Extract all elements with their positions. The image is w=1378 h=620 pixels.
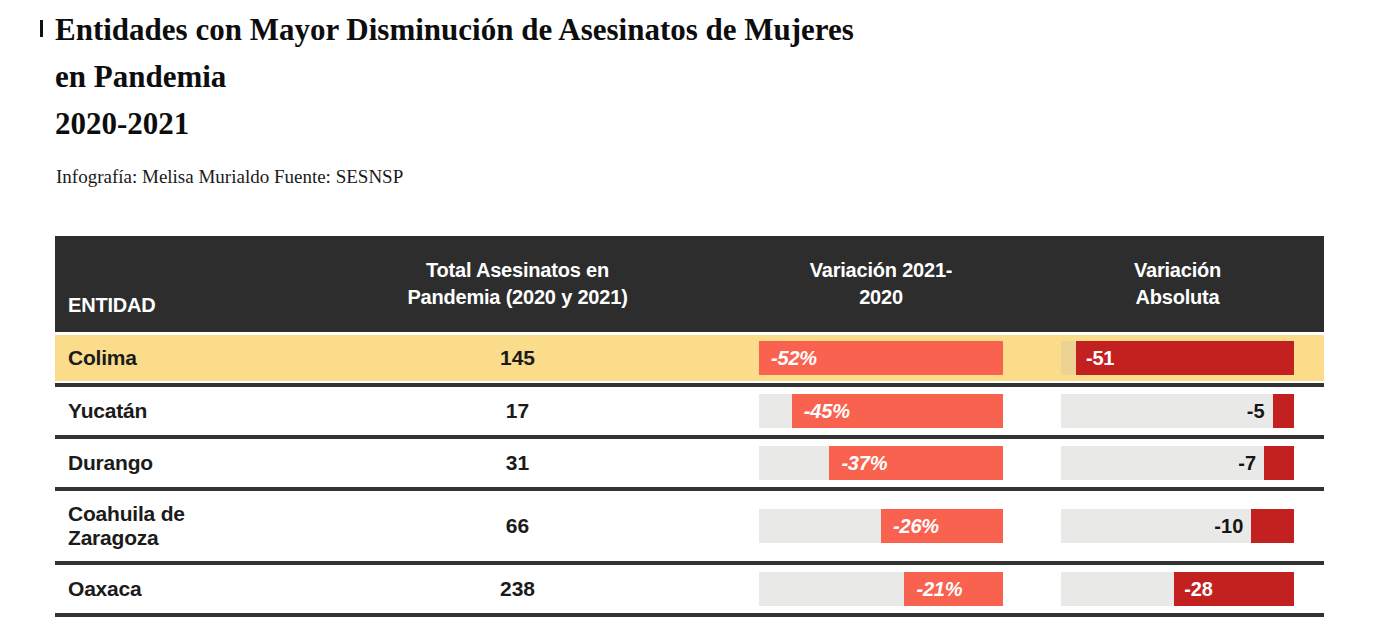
page-title: Entidades con Mayor Disminución de Asesi… — [55, 6, 854, 147]
table-header-row: ENTIDAD Total Asesinatos en Pandemia (20… — [55, 236, 1324, 332]
abs-value-label-inside: -28 — [1174, 578, 1212, 601]
table-row: Coahuila de Zaragoza 66 -26% -10 — [55, 493, 1324, 559]
abs-bar-track: -7 — [1061, 446, 1294, 480]
row-separator — [55, 435, 1324, 439]
abs-bar: -28 — [1174, 572, 1294, 606]
pct-bar: -52% — [759, 341, 1003, 375]
column-header-total: Total Asesinatos en Pandemia (2020 y 202… — [330, 257, 705, 311]
stray-mark-artifact — [40, 20, 43, 37]
pct-bar-track: -52% — [759, 341, 1003, 375]
abs-bar — [1251, 509, 1294, 543]
pct-bar: -37% — [829, 446, 1003, 480]
table-row: Colima 145 -52% -51 — [55, 335, 1324, 381]
total-value: 145 — [330, 346, 705, 370]
pct-bar: -21% — [904, 572, 1003, 606]
table-bottom-rule — [55, 613, 1324, 617]
pct-bar-label: -52% — [759, 347, 817, 370]
entity-label: Yucatán — [55, 390, 268, 432]
column-header-variation-pct: Variación 2021- 2020 — [705, 257, 1057, 311]
abs-bar-track: -5 — [1061, 394, 1294, 428]
pct-bar-track: -21% — [759, 572, 1003, 606]
table-body: Colima 145 -52% -51 Yucatán 17 -45% -5 — [55, 335, 1324, 611]
credits-source-line: Infografía: Melisa Murialdo Fuente: SESN… — [56, 166, 403, 188]
entity-label: Durango — [55, 442, 268, 484]
row-separator — [55, 561, 1324, 565]
abs-value-label-inside: -51 — [1076, 347, 1114, 370]
abs-bar — [1273, 394, 1294, 428]
entity-label: Colima — [55, 337, 268, 379]
column-header-entity: ENTIDAD — [68, 292, 156, 319]
row-separator — [55, 383, 1324, 387]
abs-bar — [1264, 446, 1294, 480]
pct-bar-label: -21% — [904, 578, 962, 601]
data-table: ENTIDAD Total Asesinatos en Pandemia (20… — [55, 236, 1324, 617]
abs-value-label-outside: -7 — [1238, 452, 1256, 475]
total-value: 17 — [330, 399, 705, 423]
column-header-variation-abs: Variación Absoluta — [1055, 257, 1300, 311]
pct-bar-track: -37% — [759, 446, 1003, 480]
abs-value-label-outside: -5 — [1247, 400, 1265, 423]
table-row: Durango 31 -37% -7 — [55, 441, 1324, 485]
abs-bar-track: -51 — [1061, 341, 1294, 375]
entity-label: Coahuila de Zaragoza — [55, 493, 268, 559]
pct-bar-track: -45% — [759, 394, 1003, 428]
total-value: 238 — [330, 577, 705, 601]
abs-value-label-outside: -10 — [1214, 515, 1243, 538]
total-value: 31 — [330, 451, 705, 475]
pct-bar: -45% — [792, 394, 1003, 428]
table-row: Yucatán 17 -45% -5 — [55, 389, 1324, 433]
abs-bar-track: -28 — [1061, 572, 1294, 606]
pct-bar: -26% — [881, 509, 1003, 543]
pct-bar-label: -45% — [792, 400, 850, 423]
abs-bar-track: -10 — [1061, 509, 1294, 543]
abs-bar: -51 — [1076, 341, 1294, 375]
entity-label: Oaxaca — [55, 568, 268, 610]
pct-bar-label: -37% — [829, 452, 887, 475]
pct-bar-label: -26% — [881, 515, 939, 538]
pct-bar-track: -26% — [759, 509, 1003, 543]
table-row: Oaxaca 238 -21% -28 — [55, 567, 1324, 611]
row-separator — [55, 487, 1324, 491]
total-value: 66 — [330, 514, 705, 538]
